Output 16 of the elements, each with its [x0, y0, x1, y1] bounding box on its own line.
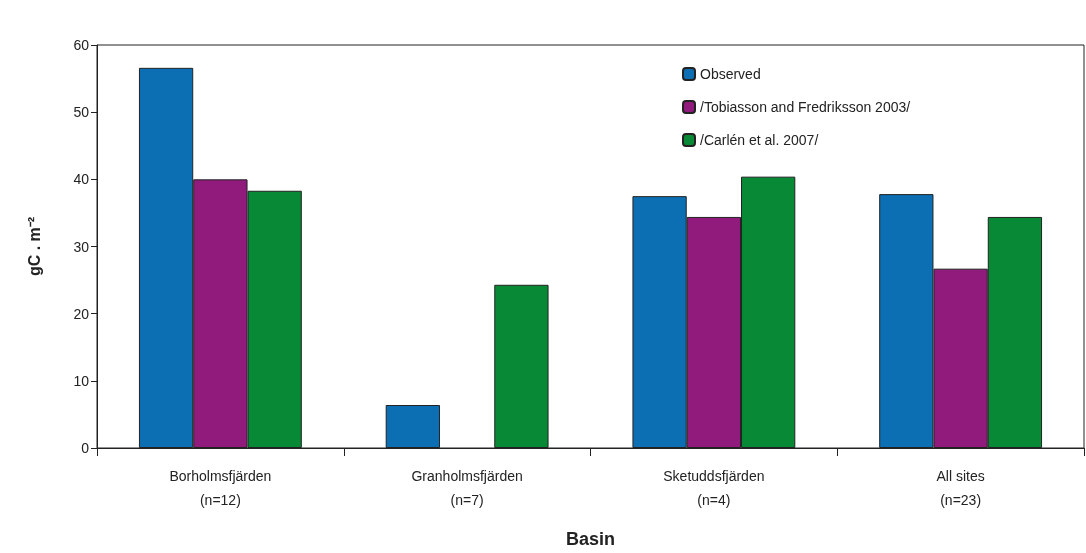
legend-label: /Tobiasson and Fredriksson 2003/: [700, 99, 911, 115]
legend-label: Observed: [700, 66, 761, 82]
legend-label: /Carlén et al. 2007/: [700, 132, 819, 148]
x-tick-label: Sketuddsfjärden (n=4): [663, 468, 765, 508]
y-tick-label: 60: [73, 37, 90, 53]
y-axis-title: gC . m⁻²: [25, 216, 43, 277]
y-tick-label: 50: [73, 104, 90, 121]
x-tick-label: All sites (n=23): [936, 468, 985, 508]
x-tick-label: Granholmsfjärden (n=7): [411, 468, 523, 508]
x-tick-label: Borholmsfjärden (n=12): [169, 468, 272, 508]
y-tick-label: 30: [73, 238, 90, 255]
y-tick-label: 0: [81, 440, 90, 456]
x-axis-title: Basin: [565, 529, 616, 549]
y-tick-label: 40: [73, 171, 90, 188]
y-tick-label: 20: [73, 305, 90, 322]
y-tick-label: 10: [73, 372, 90, 389]
